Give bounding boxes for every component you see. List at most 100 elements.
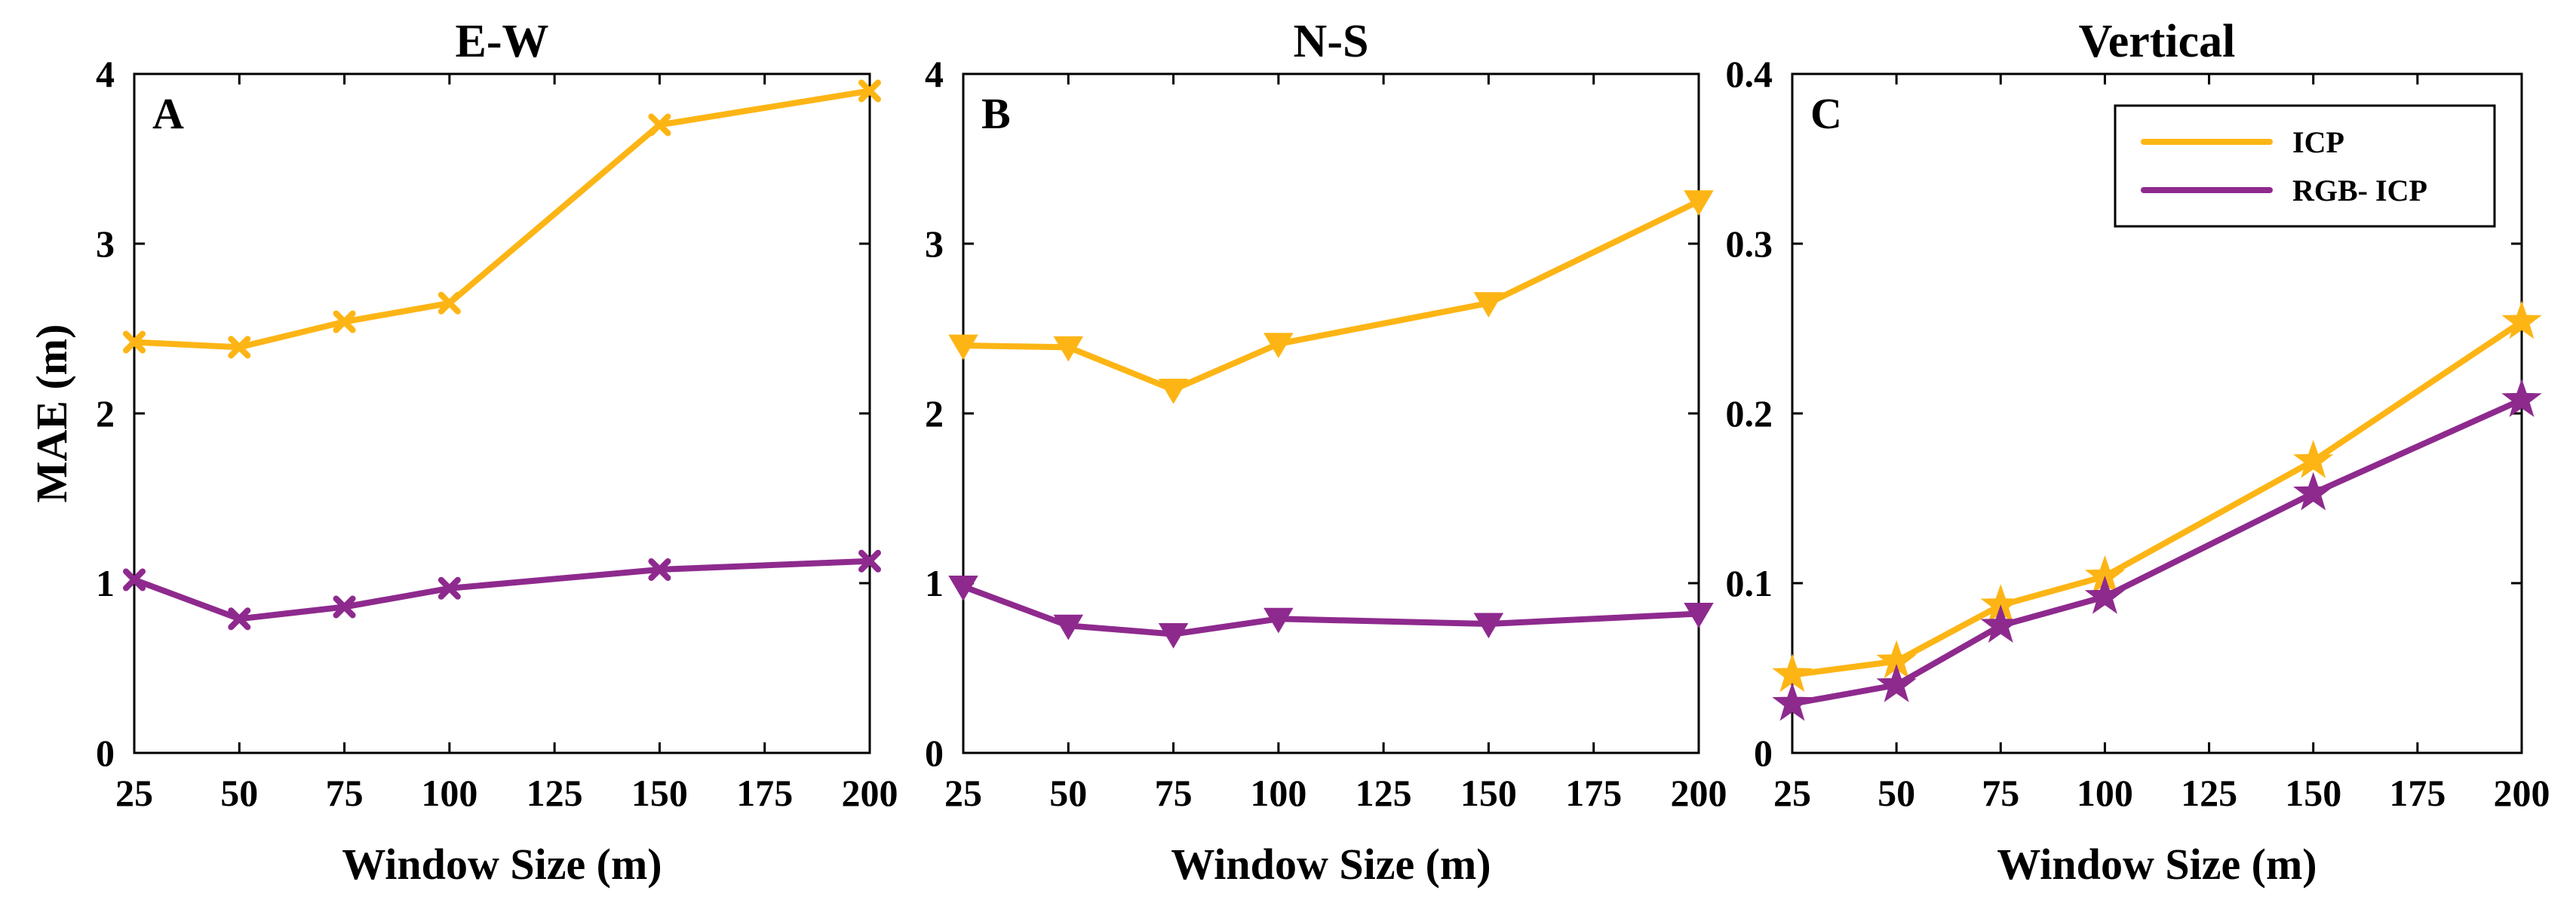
y-tick-label: 4 xyxy=(925,53,944,95)
data-point xyxy=(1263,607,1294,634)
x-tick-label: 100 xyxy=(1250,772,1306,814)
y-tick-label: 0.1 xyxy=(1726,562,1773,604)
x-tick-label: 25 xyxy=(1773,772,1811,814)
x-tick-label: 150 xyxy=(2285,772,2341,814)
x-axis-label: Window Size (m) xyxy=(1997,840,2317,889)
data-point xyxy=(228,607,251,631)
x-tick-label: 100 xyxy=(421,772,477,814)
data-point xyxy=(333,310,356,333)
legend: ICP RGB- ICP xyxy=(2114,104,2496,228)
data-point xyxy=(123,568,146,591)
data-point xyxy=(438,576,461,600)
series-line xyxy=(131,558,873,622)
data-point xyxy=(648,558,671,581)
data-point xyxy=(228,336,251,359)
x-tick-label: 50 xyxy=(1049,772,1087,814)
data-point xyxy=(1158,379,1189,404)
y-tick-label: 0 xyxy=(96,732,115,774)
data-point xyxy=(1158,623,1189,649)
x-tick-label: 200 xyxy=(842,772,898,814)
series-line xyxy=(1789,318,2525,678)
data-point xyxy=(1473,613,1504,639)
panel-b: 25 50 75 100 125 150 175 200 0 1 2 3 4 N-S B Window Siz… xyxy=(925,16,1727,889)
panel-letter: C xyxy=(1810,89,1842,138)
data-point xyxy=(2501,300,2542,339)
data-point xyxy=(2084,575,2126,614)
panel-c: 25 50 75 100 125 150 175 200 0 0.1 0.2 0.3 0.4 Vertic… xyxy=(1726,16,2550,889)
x-tick-label: 150 xyxy=(1460,772,1517,814)
x-tick-label: 200 xyxy=(2494,772,2550,814)
data-point xyxy=(948,576,978,601)
panel-title: N-S xyxy=(1294,16,1369,67)
series-line xyxy=(1789,397,2525,707)
panel-title: E-W xyxy=(456,16,549,67)
y-tick-label: 2 xyxy=(96,392,115,435)
y-tick-label: 0.3 xyxy=(1726,223,1773,265)
data-point xyxy=(648,113,671,137)
x-tick-label: 75 xyxy=(326,772,364,814)
y-tick-label: 0 xyxy=(925,732,944,774)
data-point xyxy=(1772,653,1813,693)
data-point xyxy=(1053,336,1084,362)
panel-title: Vertical xyxy=(2079,16,2236,67)
axes-frame xyxy=(962,72,1700,754)
x-tick-label: 125 xyxy=(527,772,583,814)
x-tick-label: 150 xyxy=(631,772,688,814)
legend-label: RGB- ICP xyxy=(2292,174,2427,207)
series-icp xyxy=(948,190,1714,404)
legend-box xyxy=(2114,104,2496,228)
legend-label: ICP xyxy=(2292,125,2344,159)
series-icp xyxy=(1772,300,2542,693)
data-point xyxy=(2293,472,2334,511)
data-point xyxy=(1772,682,1813,721)
data-point xyxy=(333,595,356,619)
data-point xyxy=(1876,663,1917,702)
x-tick-label: 25 xyxy=(944,772,982,814)
x-tick-label: 50 xyxy=(220,772,258,814)
series-line xyxy=(131,88,873,351)
series-rgb-icp xyxy=(1772,378,2542,721)
x-axis-label: Window Size (m) xyxy=(342,840,662,889)
x-tick-label: 75 xyxy=(1982,772,2019,814)
data-point xyxy=(1473,292,1504,318)
series-line xyxy=(960,583,1702,637)
panel-letter: B xyxy=(981,89,1011,138)
y-tick-label: 0.2 xyxy=(1726,392,1773,435)
x-tick-label: 75 xyxy=(1155,772,1193,814)
data-point xyxy=(1684,603,1714,628)
y-tick-label: 1 xyxy=(96,562,115,604)
data-point xyxy=(2293,439,2334,478)
data-point xyxy=(948,334,978,361)
panel-letter: A xyxy=(152,89,184,138)
data-point xyxy=(1684,190,1714,216)
x-tick-label: 50 xyxy=(1878,772,1915,814)
y-tick-label: 0.4 xyxy=(1726,53,1773,95)
y-tick-label: 3 xyxy=(925,223,944,265)
y-tick-label: 3 xyxy=(96,223,115,265)
x-tick-label: 100 xyxy=(2077,772,2133,814)
data-point xyxy=(858,79,881,103)
data-point xyxy=(1980,604,2021,643)
y-tick-label: 1 xyxy=(925,562,944,604)
series-rgb-icp xyxy=(123,549,881,631)
y-axis-label: MAE (m) xyxy=(27,324,76,503)
x-tick-label: 200 xyxy=(1671,772,1727,814)
data-point xyxy=(858,549,881,573)
data-point xyxy=(1053,614,1084,640)
x-tick-label: 125 xyxy=(1356,772,1412,814)
y-tick-label: 2 xyxy=(925,392,944,435)
y-tick-label: 0 xyxy=(1754,732,1773,774)
axes-frame xyxy=(133,72,871,754)
data-point xyxy=(123,330,146,354)
y-tick-label: 4 xyxy=(96,53,115,95)
x-axis-label: Window Size (m) xyxy=(1171,840,1491,889)
x-tick-label: 125 xyxy=(2181,772,2237,814)
x-tick-label: 25 xyxy=(115,772,153,814)
series-line xyxy=(960,198,1702,393)
series-icp xyxy=(123,79,881,359)
panel-a: 25 50 75 100 125 150 175 200 0 1 2 3 4 E-W A Window Siz… xyxy=(27,16,898,889)
data-point xyxy=(2501,378,2542,417)
x-tick-label: 175 xyxy=(736,772,793,814)
data-point xyxy=(1263,333,1294,358)
